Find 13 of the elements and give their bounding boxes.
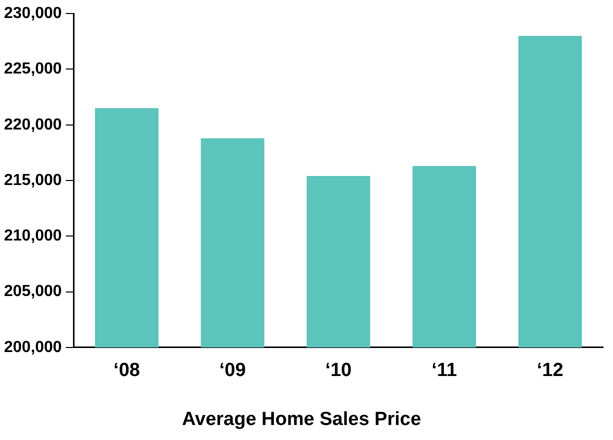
x-tick-label: ‘12 bbox=[536, 360, 564, 382]
y-tick-label: 210,000 bbox=[4, 228, 62, 245]
x-tick-label: ‘11 bbox=[432, 360, 458, 382]
y-tick-label: 200,000 bbox=[4, 338, 62, 356]
x-tick-label: ‘08 bbox=[114, 360, 140, 382]
y-tick-label: 225,000 bbox=[4, 60, 62, 78]
y-tick-label: 205,000 bbox=[4, 283, 62, 300]
x-tick-label: ‘10 bbox=[325, 360, 352, 382]
y-tick-label: 220,000 bbox=[4, 116, 62, 134]
x-tick-label: ‘09 bbox=[219, 360, 246, 382]
y-tick-label: 215,000 bbox=[4, 172, 62, 189]
y-tick-label: 230,000 bbox=[4, 5, 62, 22]
text: Average Home Sales Price bbox=[182, 408, 422, 430]
